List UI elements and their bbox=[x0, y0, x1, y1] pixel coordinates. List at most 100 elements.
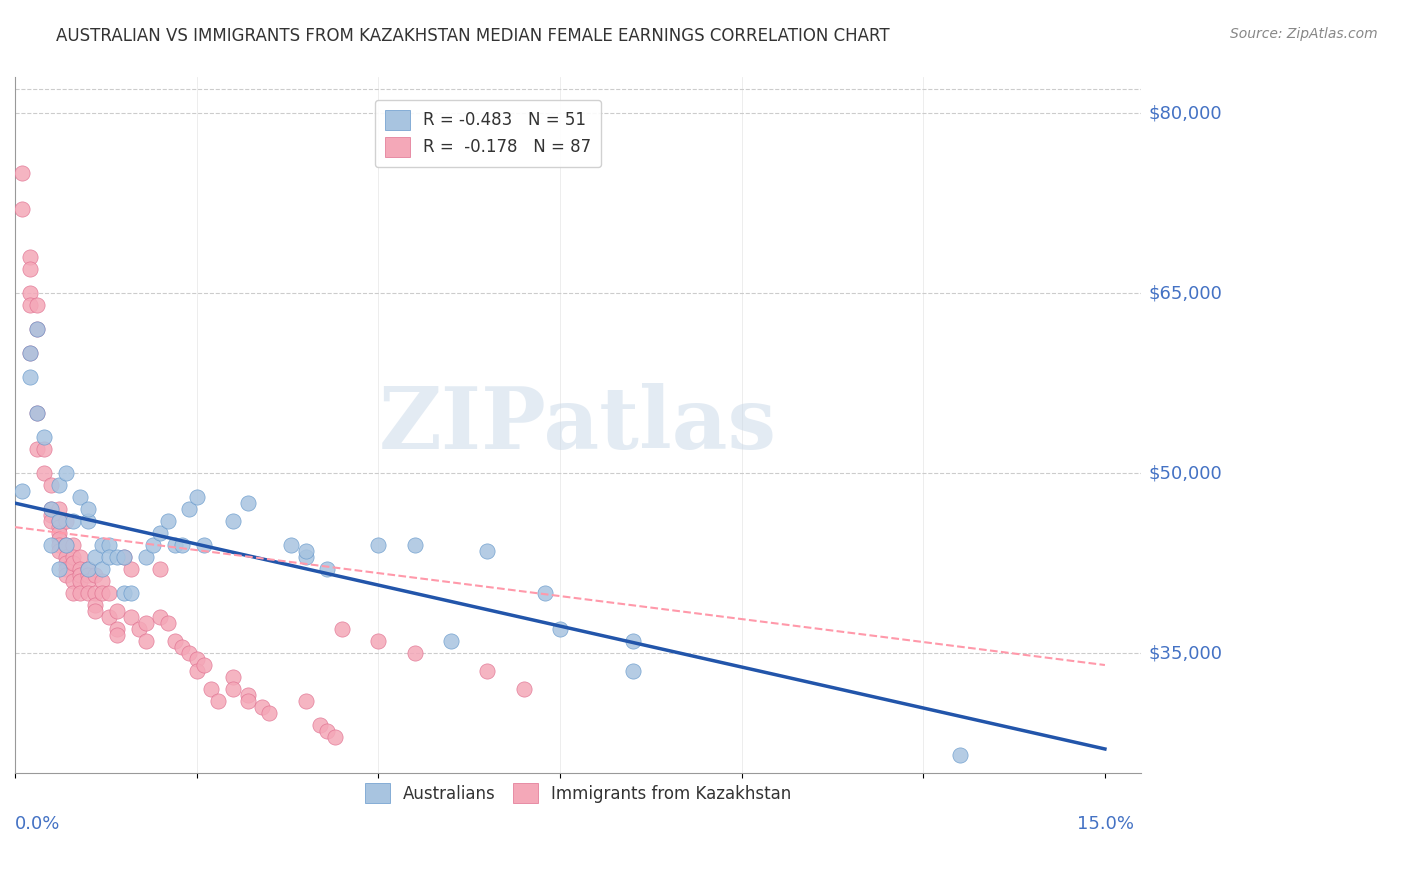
Point bbox=[18, 262, 41, 277]
Point bbox=[76, 562, 98, 576]
Point bbox=[186, 490, 208, 504]
Point bbox=[534, 586, 557, 600]
Text: $80,000: $80,000 bbox=[1149, 104, 1222, 122]
Point bbox=[367, 538, 389, 552]
Point bbox=[621, 634, 644, 648]
Text: $35,000: $35,000 bbox=[1149, 644, 1222, 662]
Point bbox=[280, 538, 302, 552]
Point bbox=[18, 370, 41, 384]
Point bbox=[48, 478, 70, 492]
Point bbox=[69, 562, 91, 576]
Point bbox=[186, 652, 208, 666]
Point bbox=[621, 664, 644, 678]
Point bbox=[48, 526, 70, 541]
Point bbox=[105, 604, 128, 618]
Point bbox=[91, 562, 114, 576]
Point bbox=[62, 550, 84, 565]
Point bbox=[55, 550, 77, 565]
Point bbox=[404, 538, 426, 552]
Point bbox=[323, 730, 346, 744]
Point bbox=[76, 514, 98, 528]
Point bbox=[98, 610, 121, 624]
Point bbox=[55, 562, 77, 576]
Point bbox=[25, 322, 48, 336]
Point bbox=[41, 514, 63, 528]
Point bbox=[294, 694, 316, 708]
Point bbox=[949, 747, 972, 762]
Point bbox=[222, 670, 245, 684]
Point bbox=[18, 298, 41, 312]
Point bbox=[250, 700, 273, 714]
Point bbox=[11, 166, 34, 180]
Point bbox=[84, 598, 107, 612]
Text: ZIPatlas: ZIPatlas bbox=[380, 384, 778, 467]
Point bbox=[512, 681, 534, 696]
Point bbox=[55, 556, 77, 570]
Point bbox=[76, 568, 98, 582]
Point bbox=[112, 550, 135, 565]
Point bbox=[32, 430, 55, 444]
Point bbox=[76, 502, 98, 516]
Point bbox=[207, 694, 229, 708]
Point bbox=[76, 574, 98, 588]
Point bbox=[200, 681, 222, 696]
Point bbox=[41, 538, 63, 552]
Point bbox=[309, 718, 332, 732]
Point bbox=[55, 514, 77, 528]
Point bbox=[55, 568, 77, 582]
Point bbox=[172, 640, 194, 654]
Point bbox=[105, 628, 128, 642]
Point bbox=[11, 484, 34, 499]
Point bbox=[477, 664, 499, 678]
Point bbox=[48, 532, 70, 546]
Point bbox=[316, 562, 339, 576]
Point bbox=[48, 502, 70, 516]
Point bbox=[236, 694, 259, 708]
Point bbox=[41, 508, 63, 523]
Point bbox=[91, 538, 114, 552]
Point bbox=[76, 586, 98, 600]
Point bbox=[18, 286, 41, 301]
Point bbox=[48, 562, 70, 576]
Point bbox=[84, 550, 107, 565]
Point bbox=[84, 604, 107, 618]
Point bbox=[163, 634, 186, 648]
Point bbox=[69, 568, 91, 582]
Point bbox=[18, 250, 41, 264]
Point bbox=[32, 442, 55, 457]
Point bbox=[91, 586, 114, 600]
Point bbox=[62, 556, 84, 570]
Point bbox=[367, 634, 389, 648]
Point bbox=[76, 562, 98, 576]
Point bbox=[149, 526, 172, 541]
Point bbox=[25, 298, 48, 312]
Point bbox=[98, 538, 121, 552]
Point bbox=[69, 574, 91, 588]
Text: 15.0%: 15.0% bbox=[1077, 815, 1135, 833]
Point bbox=[222, 514, 245, 528]
Point bbox=[62, 514, 84, 528]
Point bbox=[18, 346, 41, 360]
Point bbox=[48, 514, 70, 528]
Point bbox=[18, 346, 41, 360]
Point bbox=[149, 562, 172, 576]
Point bbox=[120, 610, 142, 624]
Point bbox=[112, 586, 135, 600]
Point bbox=[142, 538, 165, 552]
Point bbox=[135, 550, 157, 565]
Text: $50,000: $50,000 bbox=[1149, 464, 1222, 483]
Point bbox=[69, 550, 91, 565]
Point bbox=[548, 622, 571, 636]
Text: Source: ZipAtlas.com: Source: ZipAtlas.com bbox=[1230, 27, 1378, 41]
Point bbox=[105, 622, 128, 636]
Point bbox=[32, 466, 55, 480]
Point bbox=[48, 538, 70, 552]
Point bbox=[149, 610, 172, 624]
Point bbox=[25, 442, 48, 457]
Point bbox=[69, 586, 91, 600]
Point bbox=[48, 520, 70, 534]
Text: 0.0%: 0.0% bbox=[15, 815, 60, 833]
Point bbox=[294, 544, 316, 558]
Point bbox=[112, 550, 135, 565]
Point bbox=[62, 586, 84, 600]
